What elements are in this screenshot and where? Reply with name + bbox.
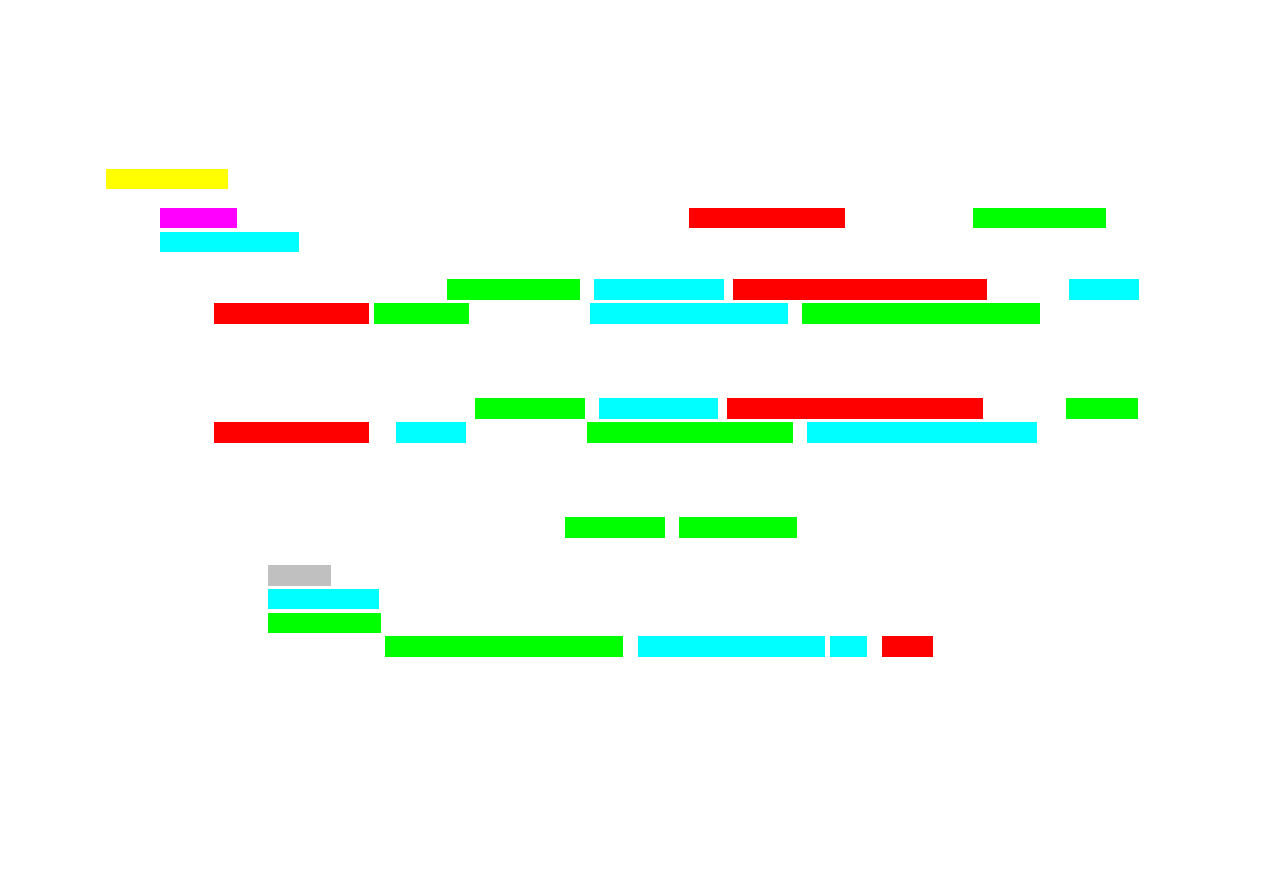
cyan-block (268, 589, 379, 609)
red-block (689, 208, 845, 228)
green-block (587, 422, 793, 443)
green-block (385, 636, 623, 657)
red-block (733, 279, 987, 300)
gray-block (268, 565, 331, 586)
cyan-block (599, 398, 718, 419)
cyan-block (590, 303, 788, 324)
red-block (214, 303, 369, 324)
green-block (374, 303, 469, 324)
green-block (565, 517, 665, 538)
cyan-block (638, 636, 825, 657)
cyan-block (160, 232, 299, 252)
red-block (727, 398, 983, 419)
magenta-block (160, 208, 237, 228)
cyan-block (830, 636, 867, 657)
cyan-block (594, 279, 724, 300)
green-block (1066, 398, 1138, 419)
cyan-block (807, 422, 1037, 443)
green-block (679, 517, 797, 538)
green-block (475, 398, 585, 419)
red-block (214, 422, 369, 443)
green-block (973, 208, 1106, 228)
red-block (882, 636, 933, 657)
green-block (268, 613, 381, 633)
green-block (447, 279, 580, 300)
cyan-block (396, 422, 466, 443)
yellow-block (106, 169, 228, 189)
cyan-block (1069, 279, 1139, 300)
green-block (802, 303, 1040, 324)
